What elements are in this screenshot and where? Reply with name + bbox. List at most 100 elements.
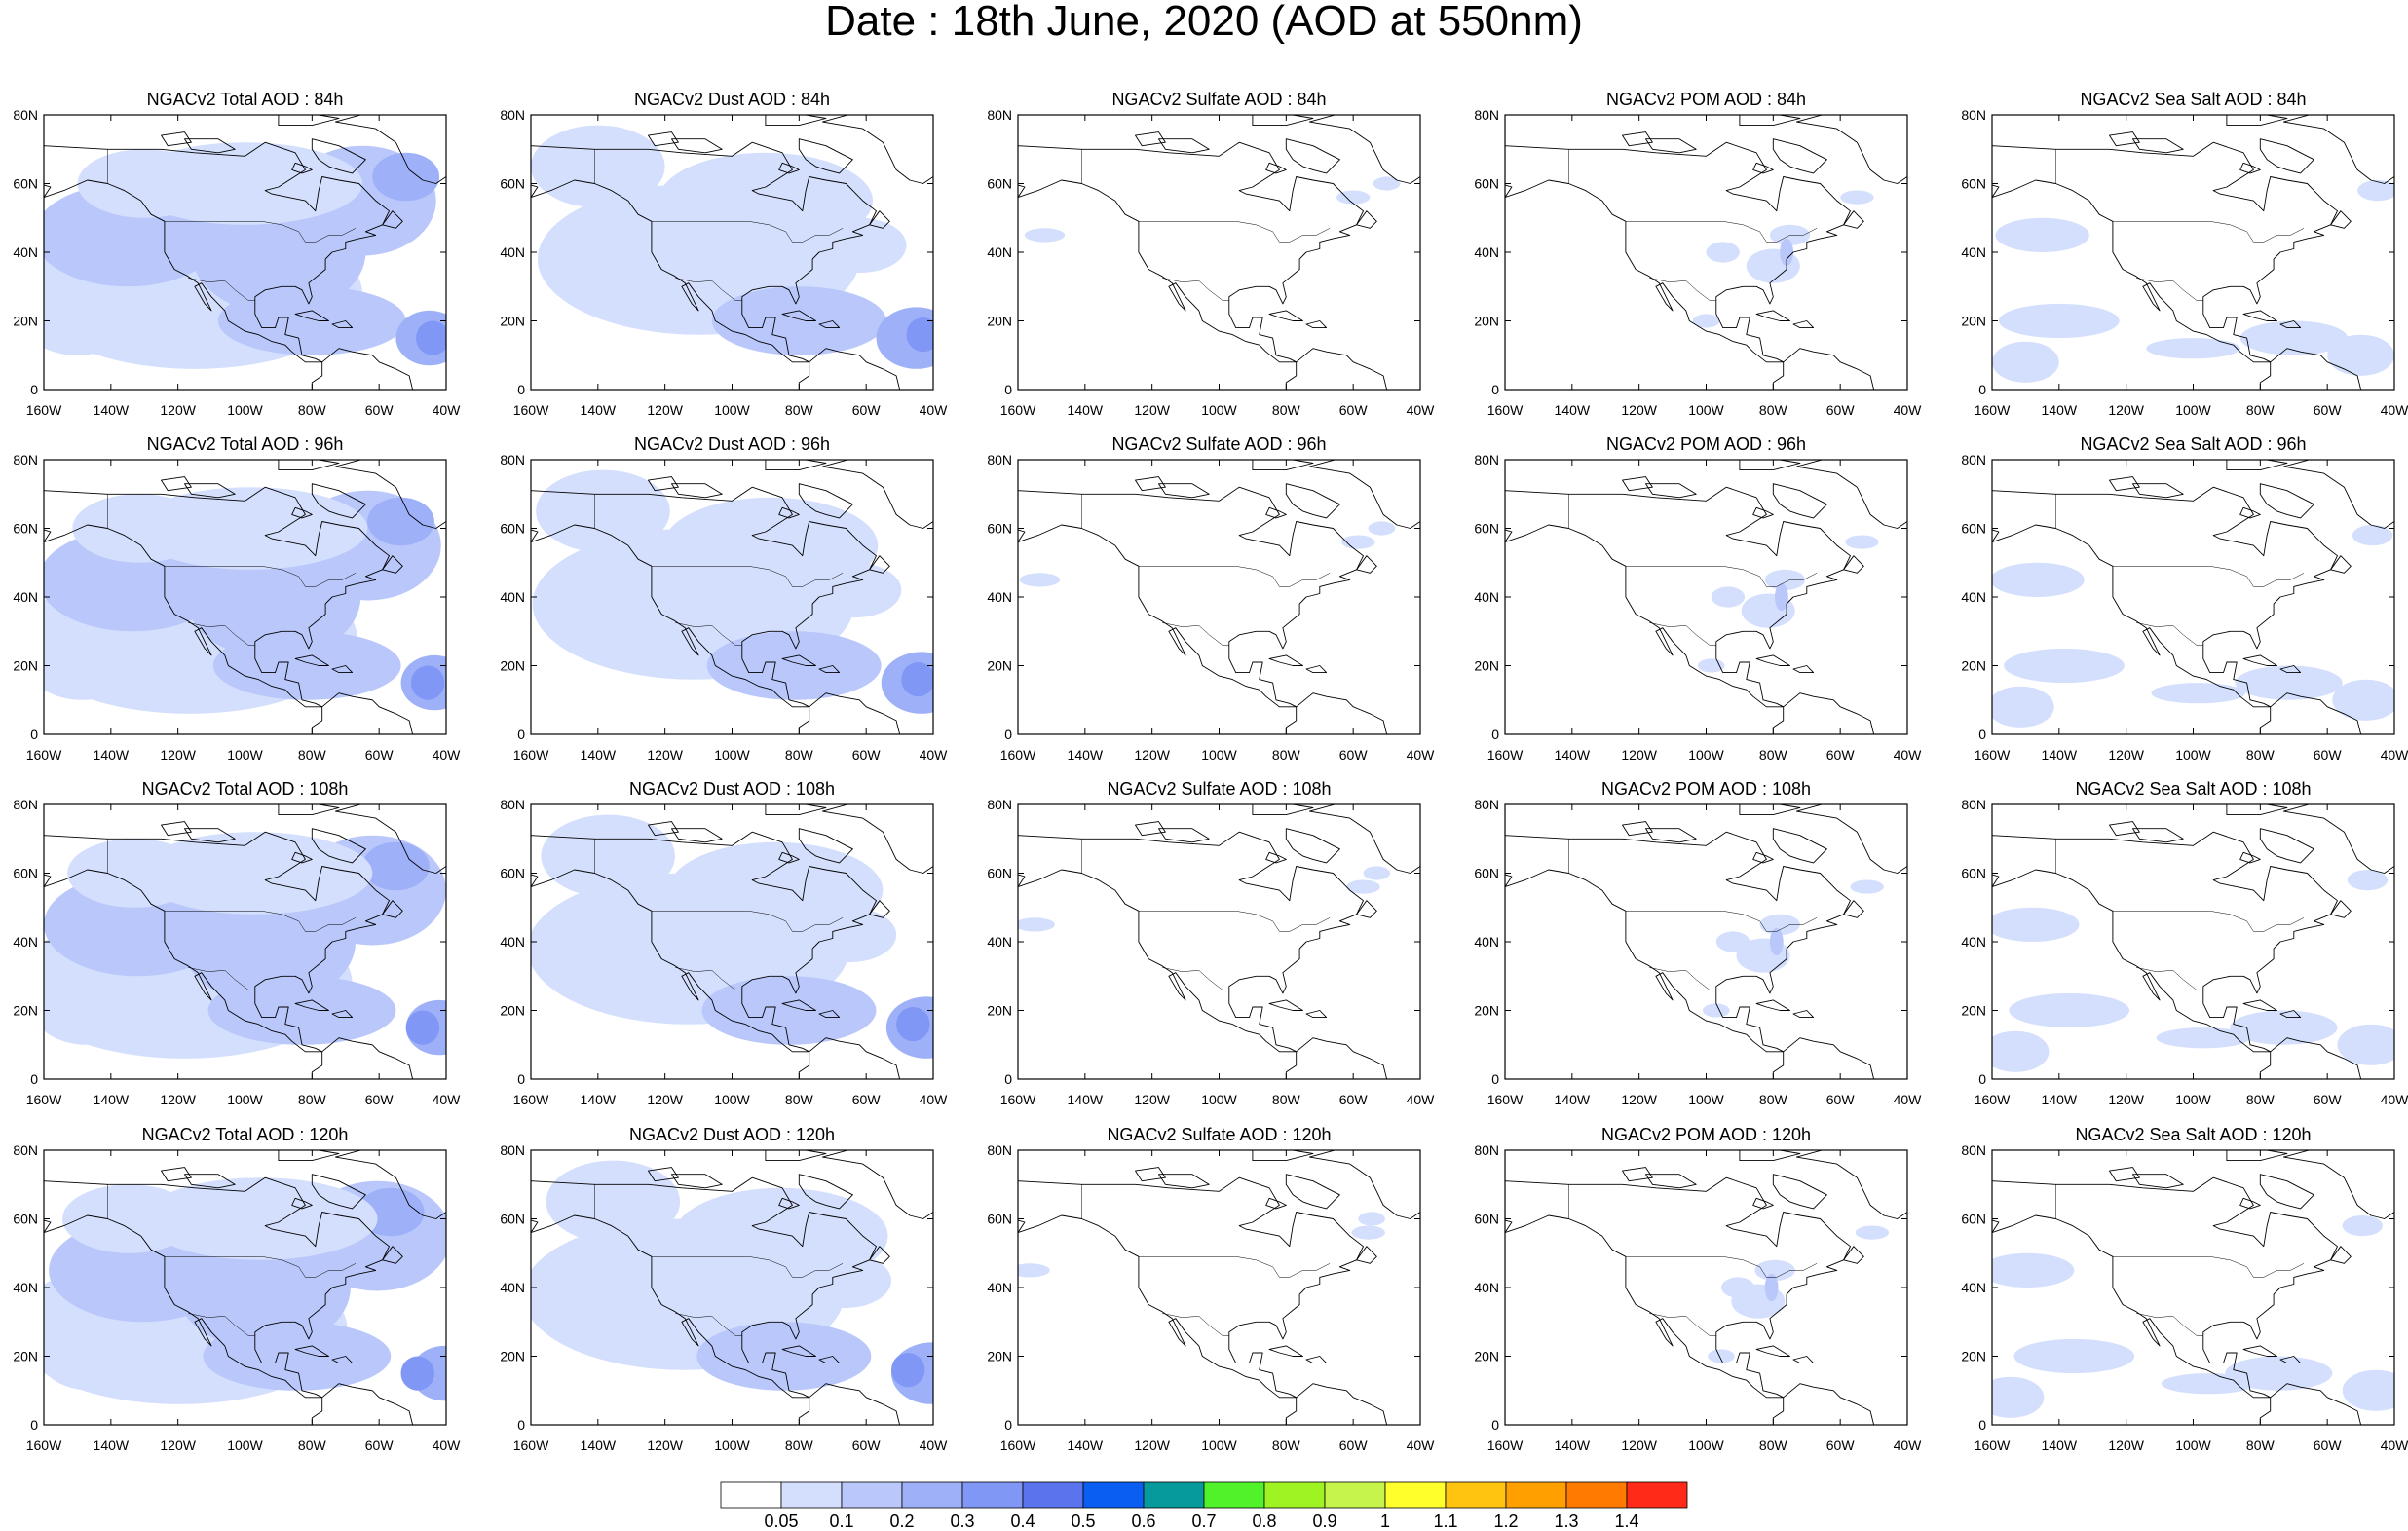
lon-tick-label: 60W bbox=[852, 1438, 882, 1453]
coastlines bbox=[1992, 460, 2394, 734]
map-panel: NGACv2 Dust AOD : 120h 160W 140W 120W 100W 80… bbox=[500, 1125, 949, 1453]
lon-tick-label: 120W bbox=[2108, 402, 2144, 418]
lon-tick-label: 40W bbox=[920, 1092, 949, 1107]
lat-tick-label: 20N bbox=[500, 314, 525, 329]
lon-tick-label: 40W bbox=[920, 747, 949, 763]
lon-tick-label: 120W bbox=[647, 402, 683, 418]
aod-shading bbox=[1992, 1376, 2045, 1418]
map-panel: NGACv2 Sulfate AOD : 120h 160W 140W 120W 100… bbox=[987, 1125, 1435, 1453]
lat-tick-label: 60N bbox=[1961, 176, 1986, 192]
lat-tick-label: 40N bbox=[987, 589, 1012, 605]
aod-shading bbox=[1992, 1252, 2075, 1288]
lat-tick-label: 40N bbox=[1961, 589, 1986, 605]
lat-tick-label: 60N bbox=[500, 1212, 525, 1227]
lat-tick-label: 20N bbox=[987, 314, 1012, 329]
lon-tick-label: 60W bbox=[1826, 747, 1856, 763]
lat-tick-label: 0 bbox=[1491, 382, 1499, 397]
lat-tick-label: 40N bbox=[500, 1280, 525, 1295]
lon-tick-label: 140W bbox=[2042, 402, 2078, 418]
lat-tick-label: 0 bbox=[517, 727, 525, 742]
lat-tick-label: 40N bbox=[1474, 244, 1499, 260]
lon-tick-label: 40W bbox=[1894, 747, 1923, 763]
lon-tick-label: 140W bbox=[94, 1092, 130, 1107]
lon-tick-label: 140W bbox=[94, 1438, 130, 1453]
coastlines bbox=[531, 804, 933, 1079]
aod-shading bbox=[1703, 1003, 1730, 1018]
lon-tick-label: 140W bbox=[1555, 402, 1591, 418]
lon-tick-label: 120W bbox=[2108, 1092, 2144, 1107]
coastlines bbox=[1018, 115, 1420, 390]
lon-tick-label: 80W bbox=[785, 1092, 814, 1107]
aod-shading bbox=[807, 562, 902, 618]
aod-shading bbox=[207, 976, 396, 1045]
panel-title: NGACv2 Sea Salt AOD : 96h bbox=[2080, 434, 2306, 454]
map-field bbox=[1992, 1150, 2394, 1425]
coastlines bbox=[1992, 115, 2394, 390]
colorbar-label: 0.8 bbox=[1252, 1512, 1276, 1531]
lon-tick-label: 100W bbox=[1688, 747, 1724, 763]
lon-tick-label: 60W bbox=[365, 402, 395, 418]
lat-tick-label: 20N bbox=[987, 658, 1012, 674]
aod-shading bbox=[44, 976, 141, 1045]
lon-tick-label: 120W bbox=[647, 1092, 683, 1107]
lat-tick-label: 80N bbox=[1961, 107, 1986, 123]
lon-tick-label: 160W bbox=[1975, 1092, 2011, 1107]
lon-tick-label: 140W bbox=[581, 747, 617, 763]
lat-tick-label: 60N bbox=[1474, 176, 1499, 192]
lat-tick-label: 0 bbox=[30, 1417, 38, 1433]
aod-shading bbox=[1995, 217, 2089, 252]
aod-shading bbox=[203, 1322, 392, 1391]
map-panel: NGACv2 Sea Salt AOD : 96h 160W 140W 120W 100… bbox=[1961, 434, 2408, 763]
map-panels: NGACv2 Total AOD : 84h 160W 140W 120W 100W 80… bbox=[13, 90, 2408, 1453]
map-field bbox=[1505, 460, 1907, 734]
lon-tick-label: 160W bbox=[1000, 747, 1036, 763]
map-field bbox=[1018, 460, 1420, 734]
lat-tick-label: 80N bbox=[1474, 1142, 1499, 1158]
lon-tick-label: 40W bbox=[920, 1438, 949, 1453]
country-borders bbox=[1568, 839, 1818, 990]
panel-title: NGACv2 Sulfate AOD : 84h bbox=[1111, 90, 1326, 109]
aod-shading bbox=[797, 1252, 891, 1309]
aod-shading bbox=[1769, 927, 1784, 956]
lon-tick-label: 80W bbox=[298, 1438, 327, 1453]
lon-tick-label: 140W bbox=[94, 747, 130, 763]
aod-shading bbox=[1358, 1212, 1385, 1226]
lon-tick-label: 40W bbox=[433, 1438, 462, 1453]
lon-tick-label: 100W bbox=[714, 1092, 750, 1107]
map-field bbox=[1505, 115, 1907, 390]
lat-tick-label: 80N bbox=[1474, 107, 1499, 123]
country-borders bbox=[1081, 149, 1331, 301]
aod-shading bbox=[1373, 176, 1401, 191]
map-panel: NGACv2 Sulfate AOD : 96h 160W 140W 120W 100W… bbox=[987, 434, 1435, 763]
lat-tick-label: 80N bbox=[987, 1142, 1012, 1158]
lat-tick-label: 0 bbox=[1004, 1071, 1012, 1087]
aod-shading bbox=[44, 1322, 146, 1391]
colorbar-swatch bbox=[1082, 1481, 1145, 1509]
panel-title: NGACv2 Sulfate AOD : 120h bbox=[1107, 1125, 1331, 1144]
lat-tick-label: 0 bbox=[1978, 727, 1986, 742]
map-field bbox=[44, 460, 446, 734]
lat-tick-label: 80N bbox=[500, 452, 525, 467]
lon-tick-label: 140W bbox=[2042, 747, 2078, 763]
aod-shading bbox=[372, 152, 440, 202]
aod-shading bbox=[711, 286, 886, 355]
panel-title: NGACv2 Dust AOD : 84h bbox=[634, 90, 830, 109]
lat-tick-label: 0 bbox=[1978, 1417, 1986, 1433]
panel-title: NGACv2 Dust AOD : 120h bbox=[629, 1125, 835, 1144]
coastlines bbox=[1018, 1150, 1420, 1425]
coastlines bbox=[531, 115, 933, 390]
lat-tick-label: 40N bbox=[500, 934, 525, 950]
lon-tick-label: 140W bbox=[581, 1092, 617, 1107]
coastlines bbox=[1505, 1150, 1907, 1425]
lon-tick-label: 160W bbox=[513, 1438, 549, 1453]
aod-shading bbox=[77, 149, 212, 218]
aod-shading bbox=[1754, 1259, 1795, 1281]
coastlines bbox=[1018, 460, 1420, 734]
lon-tick-label: 120W bbox=[647, 1438, 683, 1453]
lon-tick-label: 160W bbox=[1487, 1438, 1524, 1453]
aod-shading bbox=[1708, 1349, 1735, 1363]
map-field bbox=[44, 804, 446, 1079]
map-field bbox=[44, 115, 446, 390]
lon-tick-label: 100W bbox=[1201, 402, 1237, 418]
